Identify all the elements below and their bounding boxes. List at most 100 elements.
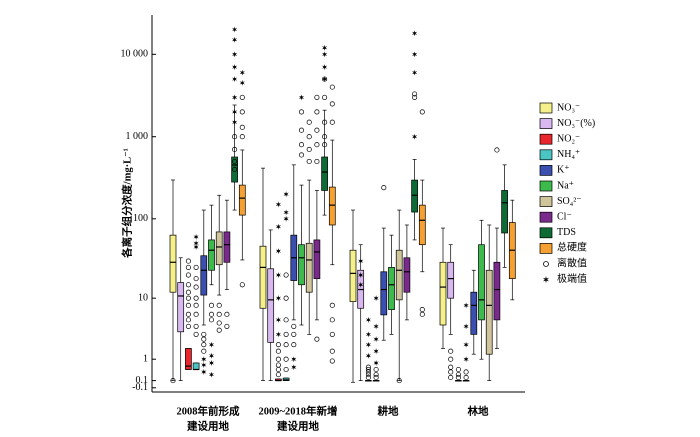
outlier <box>412 94 418 100</box>
extreme <box>232 26 238 33</box>
box-plot <box>321 44 328 216</box>
box-plot <box>192 233 200 371</box>
outlier <box>185 302 191 308</box>
outlier <box>275 372 281 378</box>
outlier <box>208 317 215 323</box>
box <box>380 271 388 316</box>
legend-swatch <box>539 149 553 161</box>
outlier <box>365 374 371 381</box>
outlier <box>185 311 191 317</box>
outlier <box>216 302 222 308</box>
extreme <box>208 352 215 359</box>
extreme <box>358 281 364 288</box>
box <box>231 156 238 183</box>
x-tick-label: 2008年前形成 <box>177 404 240 417</box>
box-plot <box>231 26 238 211</box>
extreme <box>201 356 207 363</box>
outlier <box>365 369 371 375</box>
extreme <box>239 69 245 76</box>
box-plot <box>485 224 493 381</box>
extreme <box>232 76 238 83</box>
box-plot <box>455 366 462 382</box>
legend-swatch <box>539 118 553 129</box>
outlier <box>283 342 289 348</box>
outlier <box>419 109 425 115</box>
box <box>403 257 411 293</box>
outlier <box>291 342 297 348</box>
box <box>238 184 246 216</box>
box <box>470 291 478 335</box>
box-plot <box>200 209 208 375</box>
box <box>313 239 321 279</box>
box-plot <box>418 109 426 317</box>
outlier <box>373 372 379 378</box>
outlier <box>216 327 222 333</box>
outlier <box>463 369 469 375</box>
box <box>185 348 192 370</box>
outlier <box>239 282 245 288</box>
outlier <box>185 323 191 329</box>
box <box>177 282 185 333</box>
outlier <box>365 366 371 373</box>
extreme <box>358 272 364 279</box>
box <box>447 261 455 299</box>
box <box>305 242 313 293</box>
box-plot <box>411 30 418 241</box>
y-axis-label: 各离子组分浓度/mg·L⁻¹ <box>120 148 133 259</box>
extreme <box>358 258 364 265</box>
outlier <box>322 134 328 140</box>
extreme <box>232 64 238 71</box>
outlier <box>193 323 199 329</box>
extreme <box>322 64 328 71</box>
outlier <box>314 109 320 115</box>
box-plot <box>357 244 365 381</box>
x-tick-label: 耕地 <box>378 404 399 417</box>
extreme <box>232 108 238 115</box>
extreme <box>365 352 371 359</box>
outlier <box>298 127 305 133</box>
extreme <box>283 191 289 198</box>
extreme <box>275 331 281 338</box>
outlier <box>306 146 312 153</box>
extreme <box>201 368 207 375</box>
outlier <box>455 366 461 373</box>
legend-label: TDS <box>557 227 576 238</box>
legend-label: NO₃⁻(%) <box>557 118 595 129</box>
outlier <box>224 311 230 317</box>
box-plot <box>447 244 455 381</box>
outlier <box>412 91 418 97</box>
extreme <box>373 295 379 302</box>
extreme <box>322 51 328 58</box>
extreme <box>463 302 469 309</box>
extreme <box>365 331 371 338</box>
legend-swatch <box>539 227 553 239</box>
box-plot <box>462 302 470 382</box>
outlier <box>381 185 387 191</box>
extreme <box>291 364 297 371</box>
box-plot <box>169 179 177 384</box>
legend-outlier-symbol <box>543 261 549 267</box>
outlier <box>232 158 238 165</box>
y-tick-label: 1 <box>143 353 148 364</box>
box-plot <box>380 185 388 341</box>
box <box>259 245 267 309</box>
outlier <box>283 295 289 301</box>
outlier <box>314 336 320 342</box>
box <box>215 231 223 266</box>
box-plot <box>259 167 267 381</box>
box <box>192 362 200 370</box>
outlier <box>306 119 312 125</box>
extreme <box>373 359 379 366</box>
outlier <box>329 119 335 125</box>
extreme <box>232 51 238 58</box>
extreme <box>373 323 379 330</box>
extreme <box>275 201 281 208</box>
legend-label: Na⁺ <box>557 180 574 191</box>
extreme <box>283 209 289 216</box>
outlier <box>396 378 402 384</box>
outlier <box>185 317 191 323</box>
extreme <box>463 341 469 348</box>
box-plot <box>215 194 223 333</box>
outlier <box>322 119 328 125</box>
outlier <box>275 348 281 354</box>
